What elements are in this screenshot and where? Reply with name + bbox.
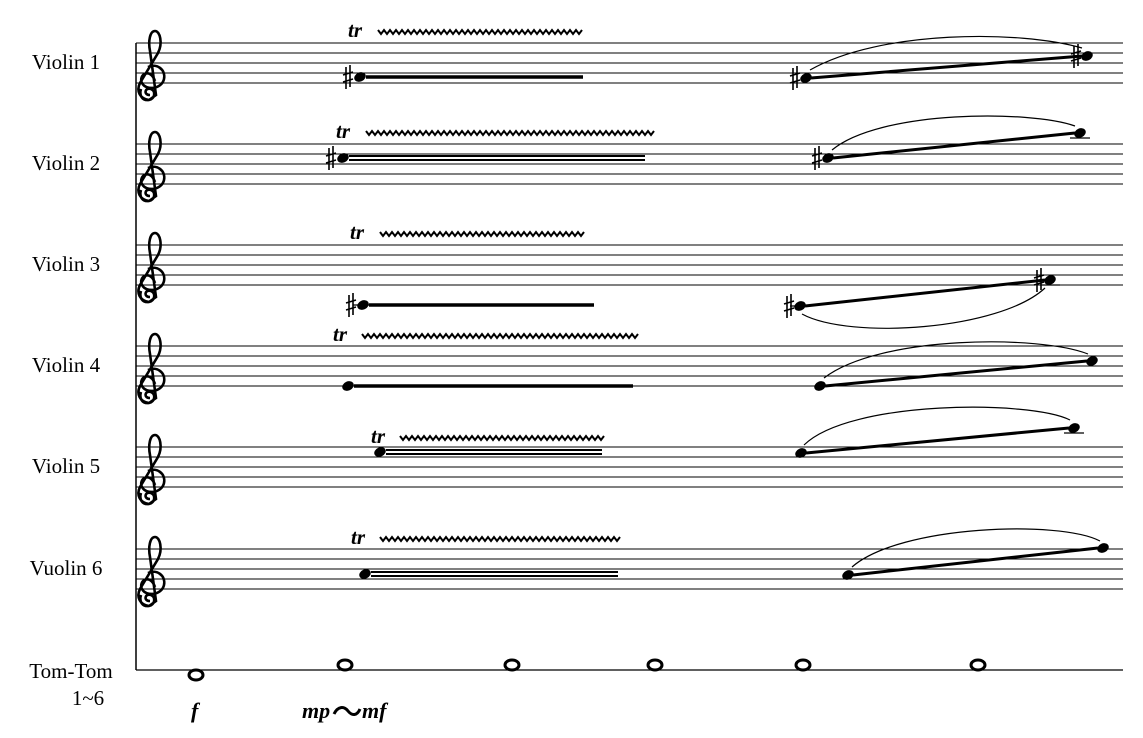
treble-clef [137,433,166,506]
trill-line [361,332,639,340]
dynamic: mf [362,698,389,723]
trill-line [379,230,585,238]
dynamic: mp [302,698,330,723]
accidental [1070,44,1082,68]
accidental [342,65,354,89]
note-head [822,153,834,163]
trill-mark: tr [333,322,348,346]
trill-mark: tr [348,18,363,42]
trill-line [377,28,583,36]
note-head [354,72,366,82]
glissando [804,278,1046,308]
treble-clef [137,231,166,304]
trill-line [379,535,621,543]
note-head [1081,51,1093,61]
accidental [811,146,823,170]
trill-mark: tr [371,424,386,448]
slur [803,406,1071,446]
note-head [1074,128,1086,138]
accidental [325,146,337,170]
trill-line [365,129,655,137]
glissando [810,54,1083,80]
percussion-name: Tom-Tom [29,659,112,683]
dynamic: f [191,698,201,723]
trill-line [399,434,605,442]
accidental [1033,268,1045,292]
instrument-name: Violin 2 [32,151,100,175]
instrument-name: Violin 1 [32,50,100,74]
treble-clef [137,332,166,405]
whole-note [336,658,354,672]
note-head [357,300,369,310]
note-head [1097,543,1109,553]
note-head [359,569,371,579]
hairpin-tilde [332,706,362,716]
instrument-name: Vuolin 6 [30,556,103,580]
slur [823,341,1089,379]
note-head [1068,423,1080,433]
note-head [1044,275,1056,285]
treble-clef [137,535,166,608]
trill-mark: tr [350,220,365,244]
note-head [374,447,386,457]
slur [851,528,1101,568]
slur [809,35,1083,71]
whole-note [503,658,521,672]
note-head [795,448,807,458]
note-head [794,301,806,311]
accidental [345,293,357,317]
note-head [814,381,826,391]
whole-note [187,668,205,682]
glissando [832,131,1076,160]
trill-mark: tr [351,525,366,549]
note-head [342,381,354,391]
whole-note [646,658,664,672]
treble-clef [137,29,166,102]
note-head [337,153,349,163]
slur [831,115,1076,151]
accidental [783,294,795,318]
glissando [824,359,1088,388]
whole-note [969,658,987,672]
instrument-name: Violin 5 [32,454,100,478]
note-head [800,73,812,83]
note-head [842,570,854,580]
slur [801,287,1046,329]
trill-mark: tr [336,119,351,143]
glissando [805,426,1070,455]
whole-note [794,658,812,672]
instrument-name: Violin 3 [32,252,100,276]
instrument-name: Violin 4 [32,353,101,377]
accidental [789,66,801,90]
treble-clef [137,130,166,203]
note-head [1086,356,1098,366]
glissando [852,546,1099,577]
percussion-range: 1~6 [72,686,104,710]
